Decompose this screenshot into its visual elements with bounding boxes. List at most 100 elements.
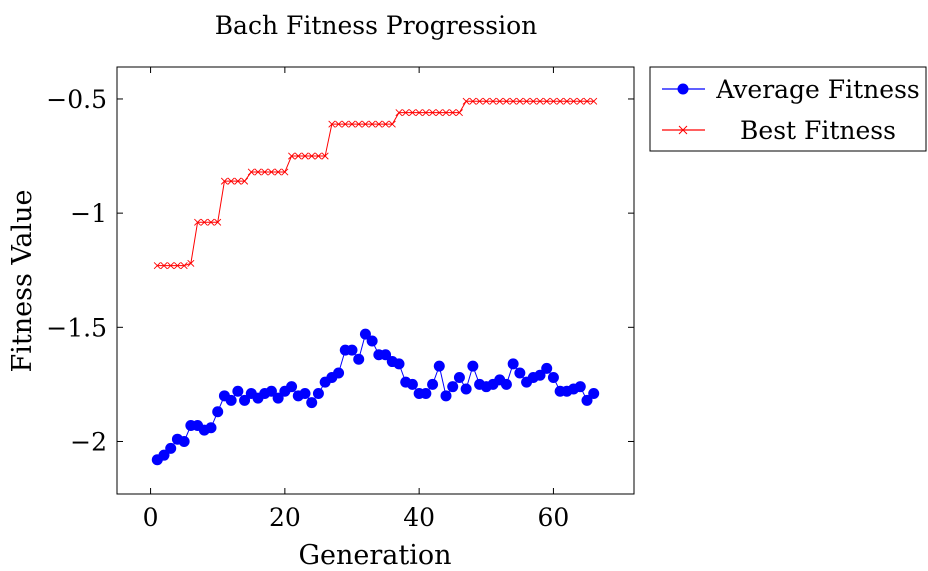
data-point-best bbox=[388, 120, 396, 128]
data-point-best bbox=[455, 109, 463, 117]
data-point-average bbox=[306, 397, 318, 409]
chart-title: Bach Fitness Progression bbox=[215, 11, 538, 40]
data-point-average bbox=[534, 369, 546, 381]
data-point-best bbox=[529, 97, 537, 105]
data-point-best bbox=[543, 97, 551, 105]
data-point-average bbox=[514, 367, 526, 379]
data-point-best bbox=[516, 97, 524, 105]
data-point-average bbox=[286, 381, 298, 393]
data-point-best bbox=[355, 120, 363, 128]
data-point-average bbox=[205, 422, 217, 434]
data-point-average bbox=[299, 388, 311, 400]
data-point-best bbox=[549, 97, 557, 105]
data-point-best bbox=[267, 168, 275, 176]
data-point-best bbox=[348, 120, 356, 128]
data-point-best bbox=[496, 97, 504, 105]
data-point-best bbox=[180, 262, 188, 270]
data-point-best bbox=[429, 109, 437, 117]
data-point-average bbox=[453, 372, 465, 384]
data-point-best bbox=[415, 109, 423, 117]
data-point-best bbox=[288, 152, 296, 160]
data-point-best bbox=[435, 109, 443, 117]
data-point-average bbox=[212, 406, 224, 418]
data-point-best bbox=[227, 177, 235, 185]
legend-box bbox=[649, 66, 927, 152]
y-tick-label: −2 bbox=[70, 427, 107, 456]
data-point-best bbox=[301, 152, 309, 160]
data-point-average bbox=[312, 388, 324, 400]
data-point-best bbox=[187, 259, 195, 267]
data-point-best bbox=[570, 97, 578, 105]
data-point-best bbox=[167, 262, 175, 270]
data-point-average bbox=[440, 390, 452, 402]
data-point-best bbox=[328, 120, 336, 128]
data-point-best bbox=[563, 97, 571, 105]
data-point-best bbox=[314, 152, 322, 160]
data-point-best bbox=[523, 97, 531, 105]
data-point-best bbox=[402, 109, 410, 117]
data-point-average bbox=[380, 349, 392, 361]
y-tick-label: −1.5 bbox=[46, 313, 107, 342]
data-point-best bbox=[234, 177, 242, 185]
data-point-average bbox=[507, 358, 519, 370]
data-point-average bbox=[272, 392, 284, 404]
data-point-best bbox=[375, 120, 383, 128]
data-point-best bbox=[590, 97, 598, 105]
data-point-average bbox=[165, 442, 177, 454]
data-point-best bbox=[583, 97, 591, 105]
data-point-average bbox=[406, 378, 418, 390]
data-point-average bbox=[460, 383, 472, 395]
x-tick-label: 40 bbox=[403, 503, 435, 532]
data-point-best bbox=[160, 262, 168, 270]
data-point-best bbox=[281, 168, 289, 176]
data-point-average bbox=[541, 362, 553, 374]
y-axis-label: Fitness Value bbox=[7, 189, 38, 372]
legend-marker-best bbox=[678, 125, 688, 135]
data-point-best bbox=[422, 109, 430, 117]
data-point-average bbox=[232, 385, 244, 397]
data-point-best bbox=[200, 218, 208, 226]
data-point-best bbox=[382, 120, 390, 128]
data-point-best bbox=[368, 120, 376, 128]
data-point-best bbox=[489, 97, 497, 105]
data-point-best bbox=[294, 152, 302, 160]
data-point-best bbox=[509, 97, 517, 105]
data-point-best bbox=[482, 97, 490, 105]
data-point-average bbox=[393, 358, 405, 370]
data-point-average bbox=[359, 328, 371, 340]
data-point-best bbox=[442, 109, 450, 117]
data-point-average bbox=[547, 372, 559, 384]
data-point-best bbox=[247, 168, 255, 176]
x-tick-label: 20 bbox=[269, 503, 301, 532]
data-point-average bbox=[574, 381, 586, 393]
data-point-best bbox=[469, 97, 477, 105]
data-point-average bbox=[588, 388, 600, 400]
data-point-average bbox=[420, 388, 432, 400]
legend-marker-average bbox=[677, 83, 689, 95]
data-point-average bbox=[178, 435, 190, 447]
data-point-average bbox=[239, 394, 251, 406]
data-point-average bbox=[433, 360, 445, 372]
data-point-best bbox=[274, 168, 282, 176]
data-point-best bbox=[241, 177, 249, 185]
legend-label-best: Best Fitness bbox=[740, 116, 896, 145]
legend-label-average: Average Fitness bbox=[715, 75, 920, 104]
data-point-best bbox=[220, 177, 228, 185]
data-point-best bbox=[194, 218, 202, 226]
data-point-best bbox=[395, 109, 403, 117]
data-point-best bbox=[153, 262, 161, 270]
data-point-best bbox=[308, 152, 316, 160]
data-point-best bbox=[254, 168, 262, 176]
data-point-average bbox=[225, 394, 237, 406]
data-point-best bbox=[502, 97, 510, 105]
data-point-average bbox=[581, 394, 593, 406]
data-point-average bbox=[333, 367, 345, 379]
data-point-average bbox=[447, 381, 459, 393]
data-point-best bbox=[173, 262, 181, 270]
data-point-best bbox=[341, 120, 349, 128]
data-point-best bbox=[321, 152, 329, 160]
data-point-average bbox=[353, 353, 365, 365]
data-point-average bbox=[467, 360, 479, 372]
data-point-average bbox=[346, 344, 358, 356]
